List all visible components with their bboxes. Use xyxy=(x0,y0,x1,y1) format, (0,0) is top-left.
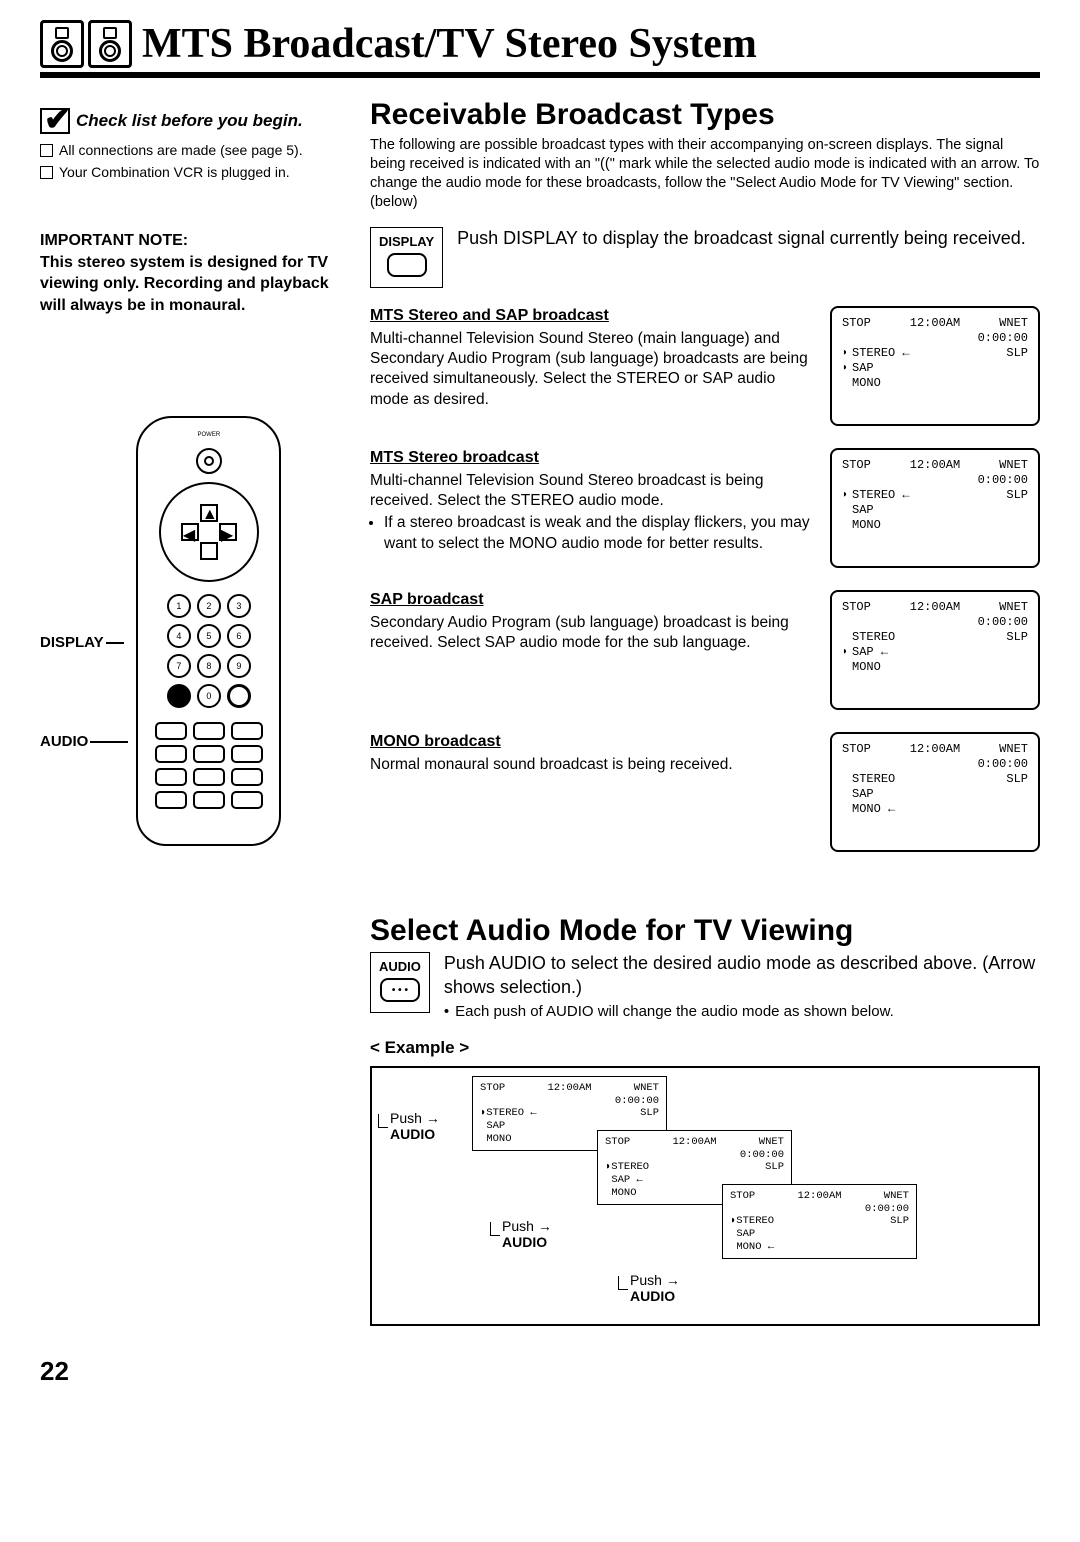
broadcast-type-block: MTS Stereo and SAP broadcastMulti-channe… xyxy=(370,306,1040,426)
audio-instruction-bullet: Each push of AUDIO will change the audio… xyxy=(455,1003,894,1020)
speaker-icons xyxy=(40,20,132,68)
audio-button-icon: AUDIO xyxy=(370,952,430,1013)
broadcast-type-block: MONO broadcastNormal monaural sound broa… xyxy=(370,732,1040,852)
audio-button-label: AUDIO xyxy=(379,959,421,974)
audio-instruction-text: Push AUDIO to select the desired audio m… xyxy=(444,952,1040,999)
example-push-label: Push →AUDIO xyxy=(390,1110,440,1142)
osd-display: STOP12:00AMWNET0:00:00◗STEREO◗SAP◗MONO ←… xyxy=(830,732,1040,852)
remote-label-audio: AUDIO xyxy=(40,733,88,750)
checkbox-icon xyxy=(40,144,53,157)
important-note: IMPORTANT NOTE: This stereo system is de… xyxy=(40,230,350,316)
osd-display: STOP12:00AMWNET0:00:00◗STEREO ←◗SAP◗MONO… xyxy=(830,448,1040,568)
checklist-item-text: All connections are made (see page 5). xyxy=(59,142,303,158)
page-title: MTS Broadcast/TV Stereo System xyxy=(142,20,757,68)
page-number: 22 xyxy=(40,1356,1040,1387)
section-title-receivable: Receivable Broadcast Types xyxy=(370,98,1040,132)
checklist-item-text: Your Combination VCR is plugged in. xyxy=(59,164,290,180)
broadcast-type-title: MTS Stereo and SAP broadcast xyxy=(370,306,812,327)
broadcast-type-title: MONO broadcast xyxy=(370,732,812,753)
checklist-item: All connections are made (see page 5). xyxy=(40,142,350,158)
example-push-label: Push →AUDIO xyxy=(630,1272,680,1304)
example-push-label: Push →AUDIO xyxy=(502,1218,552,1250)
osd-display: STOP12:00AMWNET0:00:00◗STEREO ←◗SAP◗MONO… xyxy=(830,306,1040,426)
section-title-select-audio: Select Audio Mode for TV Viewing xyxy=(370,914,1040,948)
display-instruction-text: Push DISPLAY to display the broadcast si… xyxy=(457,227,1026,250)
example-diagram: STOP12:00AMWNET0:00:00◗STEREO ←◗SAP◗MONO… xyxy=(370,1066,1040,1326)
broadcast-type-body: Secondary Audio Program (sub language) b… xyxy=(370,613,812,653)
display-instruction: DISPLAY Push DISPLAY to display the broa… xyxy=(370,227,1040,288)
checklist-title: Check list before you begin. xyxy=(76,111,303,131)
page-header: MTS Broadcast/TV Stereo System xyxy=(40,20,1040,78)
checkbox-icon xyxy=(40,166,53,179)
broadcast-type-title: SAP broadcast xyxy=(370,590,812,611)
checklist-item: Your Combination VCR is plugged in. xyxy=(40,164,350,180)
example-osd: STOP12:00AMWNET0:00:00◗STEREO◗SAP◗MONO ←… xyxy=(722,1184,917,1259)
speaker-icon xyxy=(88,20,132,68)
remote-diagram: DISPLAY AUDIO POWER ▲ ◀ ▶ xyxy=(40,416,350,846)
broadcast-type-body: Multi-channel Television Sound Stereo br… xyxy=(370,471,812,511)
important-note-body: This stereo system is designed for TV vi… xyxy=(40,252,350,317)
broadcast-type-title: MTS Stereo broadcast xyxy=(370,448,812,469)
checklist-header: Check list before you begin. xyxy=(40,108,350,134)
remote-control-icon: POWER ▲ ◀ ▶ 123 456 789 0 xyxy=(136,416,281,846)
checkmark-icon xyxy=(40,108,70,134)
broadcast-type-bullet: If a stereo broadcast is weak and the di… xyxy=(384,513,812,553)
section-intro: The following are possible broadcast typ… xyxy=(370,136,1040,211)
broadcast-type-body: Normal monaural sound broadcast is being… xyxy=(370,755,812,775)
display-button-icon: DISPLAY xyxy=(370,227,443,288)
audio-instruction: AUDIO Push AUDIO to select the desired a… xyxy=(370,952,1040,1020)
broadcast-type-block: SAP broadcastSecondary Audio Program (su… xyxy=(370,590,1040,710)
broadcast-type-block: MTS Stereo broadcastMulti-channel Televi… xyxy=(370,448,1040,568)
remote-label-display: DISPLAY xyxy=(40,634,104,651)
broadcast-type-body: Multi-channel Television Sound Stereo (m… xyxy=(370,329,812,410)
display-button-label: DISPLAY xyxy=(379,234,434,249)
speaker-icon xyxy=(40,20,84,68)
osd-display: STOP12:00AMWNET0:00:00◗STEREO◗SAP ←◗MONO… xyxy=(830,590,1040,710)
important-note-heading: IMPORTANT NOTE: xyxy=(40,230,350,252)
example-label: < Example > xyxy=(370,1038,1040,1058)
